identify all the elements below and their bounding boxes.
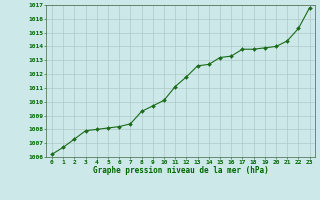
- X-axis label: Graphe pression niveau de la mer (hPa): Graphe pression niveau de la mer (hPa): [93, 166, 269, 175]
